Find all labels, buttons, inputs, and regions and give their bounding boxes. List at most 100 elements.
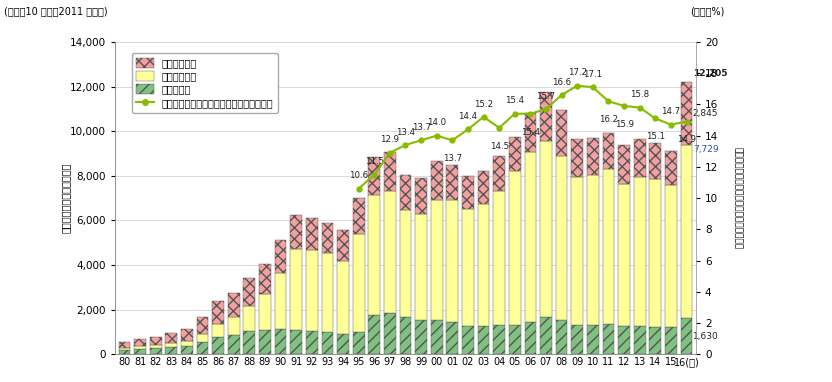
Y-axis label: 民間企業情報化設備投資額: 民間企業情報化設備投資額: [61, 163, 71, 233]
Bar: [259, 330, 271, 354]
Bar: [321, 253, 334, 332]
Bar: [119, 350, 131, 354]
Bar: [431, 200, 443, 320]
Bar: [399, 317, 411, 354]
Bar: [150, 345, 161, 348]
Bar: [493, 191, 505, 325]
Bar: [353, 332, 364, 354]
Text: 12,205: 12,205: [693, 69, 727, 78]
Bar: [166, 333, 177, 343]
Bar: [244, 278, 255, 306]
Bar: [244, 306, 255, 331]
Bar: [306, 218, 318, 251]
Bar: [150, 337, 161, 345]
Text: 13.7: 13.7: [412, 123, 431, 132]
Text: (単位：%): (単位：%): [691, 6, 725, 16]
Bar: [119, 342, 131, 348]
Bar: [447, 200, 458, 322]
Bar: [212, 301, 224, 324]
Bar: [259, 264, 271, 294]
Bar: [196, 317, 208, 334]
Bar: [384, 313, 396, 354]
Text: 15.2: 15.2: [474, 100, 493, 108]
Bar: [509, 137, 521, 171]
Bar: [275, 329, 286, 354]
Bar: [431, 161, 443, 200]
Bar: [244, 331, 255, 354]
Text: 13.4: 13.4: [396, 128, 415, 137]
Bar: [493, 325, 505, 354]
Bar: [478, 171, 489, 204]
Text: 7,729: 7,729: [693, 146, 718, 154]
Text: 14.9: 14.9: [677, 136, 696, 144]
Text: 14.5: 14.5: [489, 142, 508, 151]
Bar: [181, 346, 193, 354]
Bar: [634, 177, 646, 326]
Bar: [369, 195, 380, 315]
Bar: [634, 139, 646, 177]
Bar: [572, 177, 583, 325]
Bar: [384, 191, 396, 313]
Bar: [166, 343, 177, 347]
Bar: [415, 178, 427, 214]
Bar: [462, 176, 473, 209]
Bar: [290, 249, 302, 330]
Bar: [181, 341, 193, 346]
Bar: [493, 156, 505, 191]
Bar: [650, 179, 661, 327]
Bar: [321, 332, 334, 354]
Bar: [602, 169, 614, 324]
Bar: [196, 342, 208, 354]
Bar: [447, 165, 458, 200]
Bar: [618, 144, 630, 184]
Text: 14.0: 14.0: [427, 118, 446, 127]
Bar: [478, 204, 489, 326]
Bar: [650, 143, 661, 179]
Bar: [337, 261, 349, 334]
Bar: [665, 185, 676, 327]
Bar: [212, 337, 224, 354]
Bar: [212, 324, 224, 337]
Bar: [228, 317, 240, 335]
Bar: [587, 138, 599, 175]
Text: 15.8: 15.8: [630, 90, 649, 99]
Bar: [353, 198, 364, 234]
Bar: [665, 327, 676, 354]
Text: 17.1: 17.1: [583, 70, 602, 79]
Text: (単位：10 億円、2011 年価格): (単位：10 億円、2011 年価格): [4, 6, 108, 16]
Bar: [587, 325, 599, 354]
Text: 11.5: 11.5: [364, 157, 384, 166]
Bar: [681, 82, 692, 146]
Text: 17.2: 17.2: [567, 68, 587, 77]
Bar: [431, 320, 443, 354]
Bar: [399, 175, 411, 210]
Bar: [119, 348, 131, 350]
Bar: [196, 334, 208, 342]
Bar: [353, 234, 364, 332]
Bar: [134, 346, 146, 349]
Bar: [602, 324, 614, 354]
Bar: [369, 157, 380, 195]
Text: 2,845: 2,845: [693, 109, 718, 118]
Bar: [618, 184, 630, 326]
Bar: [681, 318, 692, 354]
Bar: [650, 327, 661, 354]
Text: 1,630: 1,630: [693, 332, 719, 340]
Text: 16.2: 16.2: [599, 115, 618, 124]
Bar: [415, 320, 427, 354]
Bar: [462, 209, 473, 326]
Bar: [384, 152, 396, 191]
Bar: [509, 325, 521, 354]
Text: 12.9: 12.9: [380, 136, 399, 144]
Text: 14.4: 14.4: [458, 112, 478, 121]
Bar: [306, 331, 318, 354]
Bar: [134, 339, 146, 346]
Bar: [150, 348, 161, 354]
Y-axis label: 民間企業設備投資に占める情報化投資比率: 民間企業設備投資に占める情報化投資比率: [733, 147, 742, 249]
Bar: [337, 230, 349, 261]
Text: 10.6: 10.6: [349, 172, 369, 180]
Bar: [509, 171, 521, 325]
Bar: [399, 210, 411, 317]
Bar: [228, 293, 240, 317]
Text: 16.6: 16.6: [552, 78, 572, 87]
